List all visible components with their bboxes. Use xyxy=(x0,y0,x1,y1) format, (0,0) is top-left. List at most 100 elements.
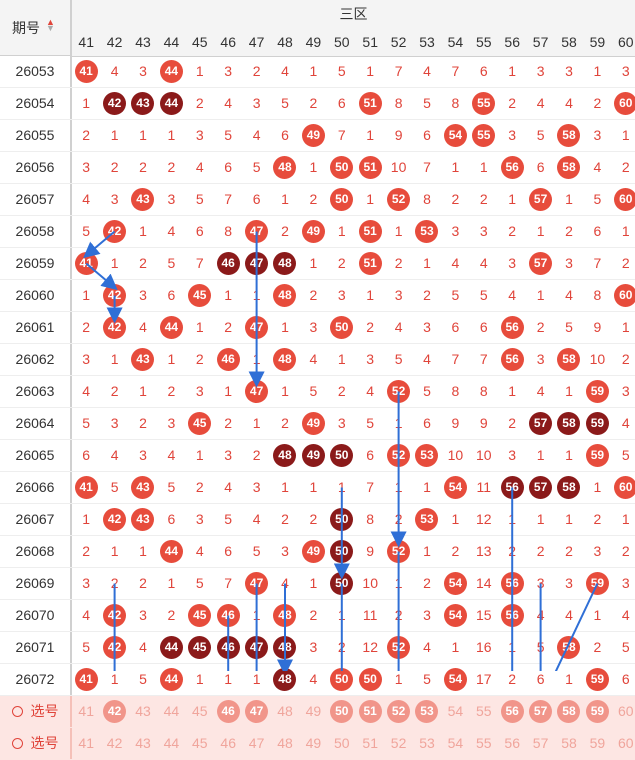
number-ball[interactable]: 50 xyxy=(328,536,356,567)
number-ball[interactable]: 56 xyxy=(498,696,526,727)
number-ball[interactable]: 44 xyxy=(157,56,185,87)
number-ball[interactable]: 47 xyxy=(242,696,270,727)
number-ball[interactable]: 42 xyxy=(100,632,128,663)
number-ball[interactable]: 44 xyxy=(157,632,185,663)
number-ball[interactable]: 56 xyxy=(498,472,526,503)
number-ball[interactable]: 54 xyxy=(441,120,469,151)
number-ball[interactable]: 53 xyxy=(413,696,441,727)
number-ball[interactable]: 50 xyxy=(328,568,356,599)
miss-count[interactable]: 44 xyxy=(163,735,180,751)
number-ball[interactable]: 56 xyxy=(498,312,526,343)
miss-count[interactable]: 57 xyxy=(532,735,549,751)
number-ball[interactable]: 57 xyxy=(526,248,554,279)
number-ball[interactable]: 47 xyxy=(242,216,270,247)
number-ball[interactable]: 58 xyxy=(555,632,583,663)
number-ball[interactable]: 42 xyxy=(100,312,128,343)
number-ball[interactable]: 58 xyxy=(555,696,583,727)
number-ball[interactable]: 41 xyxy=(72,472,100,503)
miss-count[interactable]: 49 xyxy=(305,703,322,719)
miss-count[interactable]: 49 xyxy=(305,735,322,751)
number-ball[interactable]: 59 xyxy=(583,376,611,407)
miss-count[interactable]: 55 xyxy=(476,735,492,751)
number-ball[interactable]: 47 xyxy=(242,632,270,663)
miss-count[interactable]: 56 xyxy=(504,735,520,751)
number-ball[interactable]: 60 xyxy=(612,280,635,311)
number-ball[interactable]: 42 xyxy=(100,216,128,247)
number-ball[interactable]: 45 xyxy=(186,632,214,663)
number-ball[interactable]: 54 xyxy=(441,664,469,695)
miss-count[interactable]: 50 xyxy=(334,735,350,751)
number-ball[interactable]: 56 xyxy=(498,344,526,375)
number-ball[interactable]: 42 xyxy=(100,88,128,119)
number-ball[interactable]: 55 xyxy=(470,88,498,119)
miss-count[interactable]: 41 xyxy=(78,703,94,719)
number-ball[interactable]: 41 xyxy=(72,248,100,279)
miss-count[interactable]: 42 xyxy=(106,735,123,751)
number-ball[interactable]: 53 xyxy=(413,504,441,535)
number-ball[interactable]: 51 xyxy=(356,216,384,247)
number-ball[interactable]: 42 xyxy=(100,280,128,311)
number-ball[interactable]: 56 xyxy=(498,152,526,183)
miss-count[interactable]: 45 xyxy=(192,703,208,719)
miss-count[interactable]: 54 xyxy=(447,735,464,751)
number-ball[interactable]: 51 xyxy=(356,152,384,183)
number-ball[interactable]: 58 xyxy=(555,344,583,375)
number-ball[interactable]: 50 xyxy=(328,504,356,535)
number-ball[interactable]: 48 xyxy=(271,248,299,279)
number-ball[interactable]: 52 xyxy=(384,184,412,215)
number-ball[interactable]: 51 xyxy=(356,696,384,727)
number-ball[interactable]: 45 xyxy=(186,600,214,631)
number-ball[interactable]: 53 xyxy=(413,216,441,247)
number-ball[interactable]: 51 xyxy=(356,248,384,279)
number-ball[interactable]: 49 xyxy=(299,216,327,247)
number-ball[interactable]: 48 xyxy=(271,344,299,375)
number-ball[interactable]: 42 xyxy=(100,504,128,535)
number-ball[interactable]: 42 xyxy=(100,600,128,631)
number-ball[interactable]: 51 xyxy=(356,88,384,119)
number-ball[interactable]: 56 xyxy=(498,600,526,631)
number-ball[interactable]: 44 xyxy=(157,88,185,119)
number-ball[interactable]: 47 xyxy=(242,568,270,599)
number-ball[interactable]: 60 xyxy=(612,184,635,215)
number-ball[interactable]: 58 xyxy=(555,408,583,439)
number-ball[interactable]: 48 xyxy=(271,152,299,183)
miss-count[interactable]: 45 xyxy=(192,735,208,751)
number-ball[interactable]: 59 xyxy=(583,696,611,727)
miss-count[interactable]: 53 xyxy=(419,735,435,751)
number-ball[interactable]: 50 xyxy=(328,312,356,343)
number-ball[interactable]: 44 xyxy=(157,312,185,343)
select-row[interactable]: 选号 41 42 43 44 45 46 47 48 49 50 51 52 53 54 55 56 57 58 59… xyxy=(0,728,635,760)
miss-count[interactable]: 52 xyxy=(390,735,407,751)
number-ball[interactable]: 57 xyxy=(526,408,554,439)
miss-count[interactable]: 44 xyxy=(163,703,180,719)
radio-icon[interactable] xyxy=(11,738,23,749)
number-ball[interactable]: 43 xyxy=(129,88,157,119)
miss-count[interactable]: 47 xyxy=(248,735,265,751)
number-ball[interactable]: 50 xyxy=(328,664,356,695)
number-ball[interactable]: 57 xyxy=(526,472,554,503)
number-ball[interactable]: 48 xyxy=(271,632,299,663)
number-ball[interactable]: 57 xyxy=(526,696,554,727)
number-ball[interactable]: 41 xyxy=(72,56,100,87)
radio-icon[interactable] xyxy=(11,706,23,717)
miss-count[interactable]: 54 xyxy=(447,703,464,719)
number-ball[interactable]: 60 xyxy=(612,472,635,503)
number-ball[interactable]: 59 xyxy=(583,440,611,471)
number-ball[interactable]: 47 xyxy=(242,312,270,343)
number-ball[interactable]: 48 xyxy=(271,600,299,631)
number-ball[interactable]: 52 xyxy=(384,376,412,407)
sort-icon[interactable]: ▲ ▼ xyxy=(46,17,55,33)
miss-count[interactable]: 48 xyxy=(277,703,293,719)
number-ball[interactable]: 54 xyxy=(441,568,469,599)
period-header[interactable]: 期号 ▲ ▼ xyxy=(0,0,72,56)
number-ball[interactable]: 59 xyxy=(583,664,611,695)
number-ball[interactable]: 50 xyxy=(328,696,356,727)
number-ball[interactable]: 60 xyxy=(612,88,635,119)
number-ball[interactable]: 43 xyxy=(129,184,157,215)
number-ball[interactable]: 42 xyxy=(100,696,128,727)
number-ball[interactable]: 54 xyxy=(441,472,469,503)
number-ball[interactable]: 46 xyxy=(214,344,242,375)
number-ball[interactable]: 49 xyxy=(299,408,327,439)
number-ball[interactable]: 56 xyxy=(498,568,526,599)
miss-count[interactable]: 59 xyxy=(589,735,606,751)
